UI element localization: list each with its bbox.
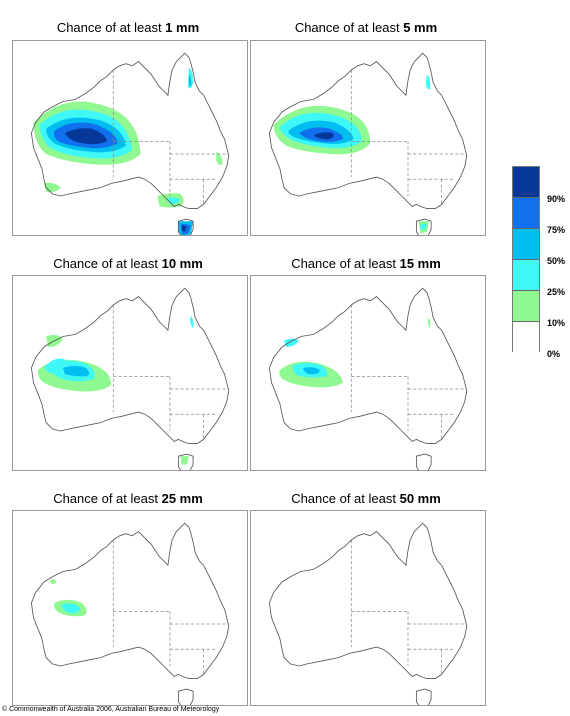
mainland-fill <box>269 523 467 679</box>
probability-area <box>303 367 320 375</box>
map-panel-5mm <box>250 40 486 236</box>
title-amount: 5 mm <box>403 20 438 35</box>
title-amount: 25 mm <box>161 491 203 506</box>
copyright-notice: © Commonwealth of Australia 2006, Austra… <box>2 706 220 713</box>
australia-map <box>30 522 230 705</box>
australia-map <box>268 52 468 235</box>
probability-area <box>425 74 431 90</box>
title-prefix: Chance of at least <box>53 491 162 506</box>
coastline <box>268 522 468 680</box>
australia-map <box>30 52 230 235</box>
mainland-fill <box>31 288 229 444</box>
panel-title-50mm: Chance of at least 50 mm <box>248 491 484 507</box>
map-panel-50mm <box>250 510 486 706</box>
title-amount: 10 mm <box>161 256 203 271</box>
tasmania-outline <box>177 453 194 470</box>
tasmania-outline <box>415 453 432 470</box>
legend-swatch-90 <box>513 167 539 198</box>
mainland-fill <box>31 523 229 679</box>
mainland-fill <box>269 288 467 444</box>
legend-label-90: 90% <box>547 194 566 204</box>
australia-map <box>268 287 468 470</box>
probability-area <box>62 365 90 377</box>
coastline <box>30 52 230 210</box>
tasmania-outline <box>415 688 432 705</box>
probability-area <box>420 223 427 230</box>
legend-swatch-75 <box>513 198 539 229</box>
title-amount: 15 mm <box>399 256 441 271</box>
coastline <box>268 287 468 445</box>
probability-legend <box>512 166 540 353</box>
map-panel-1mm <box>12 40 248 236</box>
probability-area <box>167 197 181 205</box>
legend-swatch-0 <box>513 322 539 353</box>
title-amount: 50 mm <box>399 491 441 506</box>
probability-area <box>181 225 187 232</box>
tasmania-outline <box>177 688 194 705</box>
probability-area <box>313 132 334 140</box>
legend-label-25: 25% <box>547 287 566 297</box>
title-prefix: Chance of at least <box>291 256 400 271</box>
probability-area <box>284 338 299 347</box>
map-panel-15mm <box>250 275 486 471</box>
legend-swatch-10 <box>513 291 539 322</box>
title-prefix: Chance of at least <box>291 491 400 506</box>
probability-area <box>180 456 189 465</box>
coastline <box>268 52 468 210</box>
panel-title-5mm: Chance of at least 5 mm <box>248 20 484 36</box>
title-prefix: Chance of at least <box>294 20 404 35</box>
legend-label-0: 0% <box>547 349 561 359</box>
title-amount: 1 mm <box>165 20 200 35</box>
tasmania-outline <box>415 218 432 235</box>
probability-area <box>427 317 431 329</box>
panel-title-1mm: Chance of at least 1 mm <box>10 20 246 36</box>
coastline <box>30 522 230 680</box>
coastline <box>30 287 230 445</box>
title-prefix: Chance of at least <box>53 256 162 271</box>
probability-area <box>65 128 107 145</box>
probability-area <box>50 579 57 585</box>
map-panel-10mm <box>12 275 248 471</box>
legend-swatch-25 <box>513 260 539 291</box>
title-prefix: Chance of at least <box>56 20 166 35</box>
legend-label-75: 75% <box>547 225 566 235</box>
probability-area <box>216 151 223 166</box>
panel-title-25mm: Chance of at least 25 mm <box>10 491 246 507</box>
tasmania-outline <box>177 218 194 235</box>
panel-title-10mm: Chance of at least 10 mm <box>10 256 246 272</box>
legend-label-50: 50% <box>547 256 566 266</box>
map-panel-25mm <box>12 510 248 706</box>
probability-area <box>188 74 192 87</box>
probability-area <box>60 603 81 614</box>
legend-swatch-50 <box>513 229 539 260</box>
australia-map <box>268 522 468 705</box>
australia-map <box>30 287 230 470</box>
legend-label-10: 10% <box>547 318 566 328</box>
probability-area <box>189 315 194 329</box>
panel-title-15mm: Chance of at least 15 mm <box>248 256 484 272</box>
